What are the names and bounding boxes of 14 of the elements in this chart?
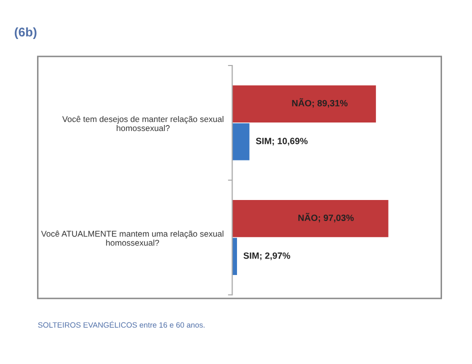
data-label: ; 10,69%	[272, 138, 308, 146]
y-tick-label: Você ATUALMENTE mantem uma relação sexual homossexual?	[41, 230, 224, 246]
data-label: ; 97,03%	[318, 214, 354, 222]
series-label: SIM	[244, 252, 259, 259]
bar	[232, 200, 388, 238]
data-label: ; 2,97%	[260, 252, 290, 260]
bar	[232, 85, 376, 122]
text: NÃO	[292, 98, 312, 106]
text: (6b)	[14, 27, 36, 39]
bar	[232, 123, 250, 160]
series-label: NÃO	[298, 212, 318, 222]
data-label: ; 89,31%	[312, 100, 348, 108]
y-tick-label: Você tem desejos de manter relação sexual homossexual?	[62, 116, 224, 132]
text: SIM	[256, 138, 272, 144]
